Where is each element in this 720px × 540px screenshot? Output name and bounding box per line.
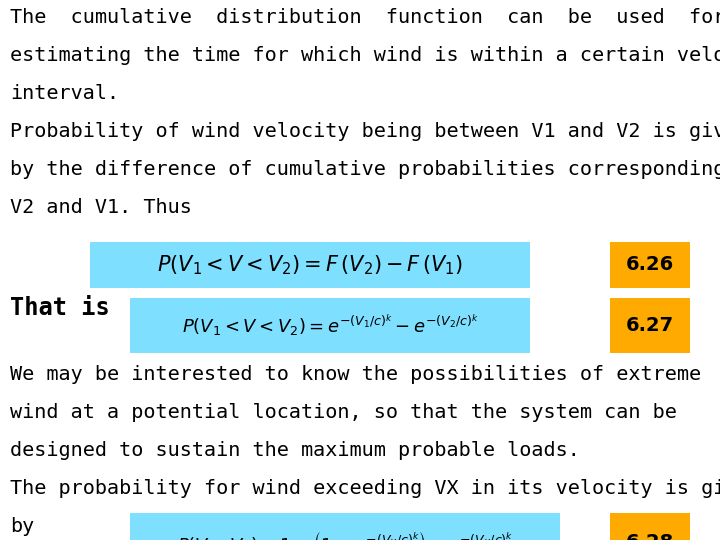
Text: 6.26: 6.26	[626, 255, 674, 274]
Text: We may be interested to know the possibilities of extreme: We may be interested to know the possibi…	[10, 365, 701, 384]
FancyBboxPatch shape	[130, 513, 560, 540]
FancyBboxPatch shape	[130, 298, 530, 353]
FancyBboxPatch shape	[610, 298, 690, 353]
Text: $P(V{>}V_X) = 1 - \left(1 - e^{-(V_X/c)^{k}}\right) = e^{-(V_X/c)^{k}}$: $P(V{>}V_X) = 1 - \left(1 - e^{-(V_X/c)^…	[177, 530, 513, 540]
FancyBboxPatch shape	[610, 242, 690, 288]
Text: $P(V_1 < V < V_2) = F\,(V_2) - F\,(V_1)$: $P(V_1 < V < V_2) = F\,(V_2) - F\,(V_1)$	[157, 253, 463, 277]
Text: wind at a potential location, so that the system can be: wind at a potential location, so that th…	[10, 403, 677, 422]
FancyBboxPatch shape	[610, 513, 690, 540]
Text: designed to sustain the maximum probable loads.: designed to sustain the maximum probable…	[10, 441, 580, 460]
Text: V2 and V1. Thus: V2 and V1. Thus	[10, 198, 192, 217]
Text: $P(V_1 < V < V_2) = e^{-(V_1/c)^{k}} - e^{-(V_2/c)^{k}}$: $P(V_1 < V < V_2) = e^{-(V_1/c)^{k}} - e…	[181, 313, 479, 339]
Text: by the difference of cumulative probabilities corresponding to: by the difference of cumulative probabil…	[10, 160, 720, 179]
Text: That is: That is	[10, 296, 109, 320]
Text: The  cumulative  distribution  function  can  be  used  for: The cumulative distribution function can…	[10, 8, 720, 27]
Text: 6.27: 6.27	[626, 316, 674, 335]
Text: interval.: interval.	[10, 84, 119, 103]
Text: estimating the time for which wind is within a certain velocity: estimating the time for which wind is wi…	[10, 46, 720, 65]
Text: 6.28: 6.28	[626, 534, 674, 540]
Text: Probability of wind velocity being between V1 and V2 is given: Probability of wind velocity being betwe…	[10, 122, 720, 141]
Text: The probability for wind exceeding VX in its velocity is given: The probability for wind exceeding VX in…	[10, 479, 720, 498]
Text: by: by	[10, 517, 35, 536]
FancyBboxPatch shape	[90, 242, 530, 288]
